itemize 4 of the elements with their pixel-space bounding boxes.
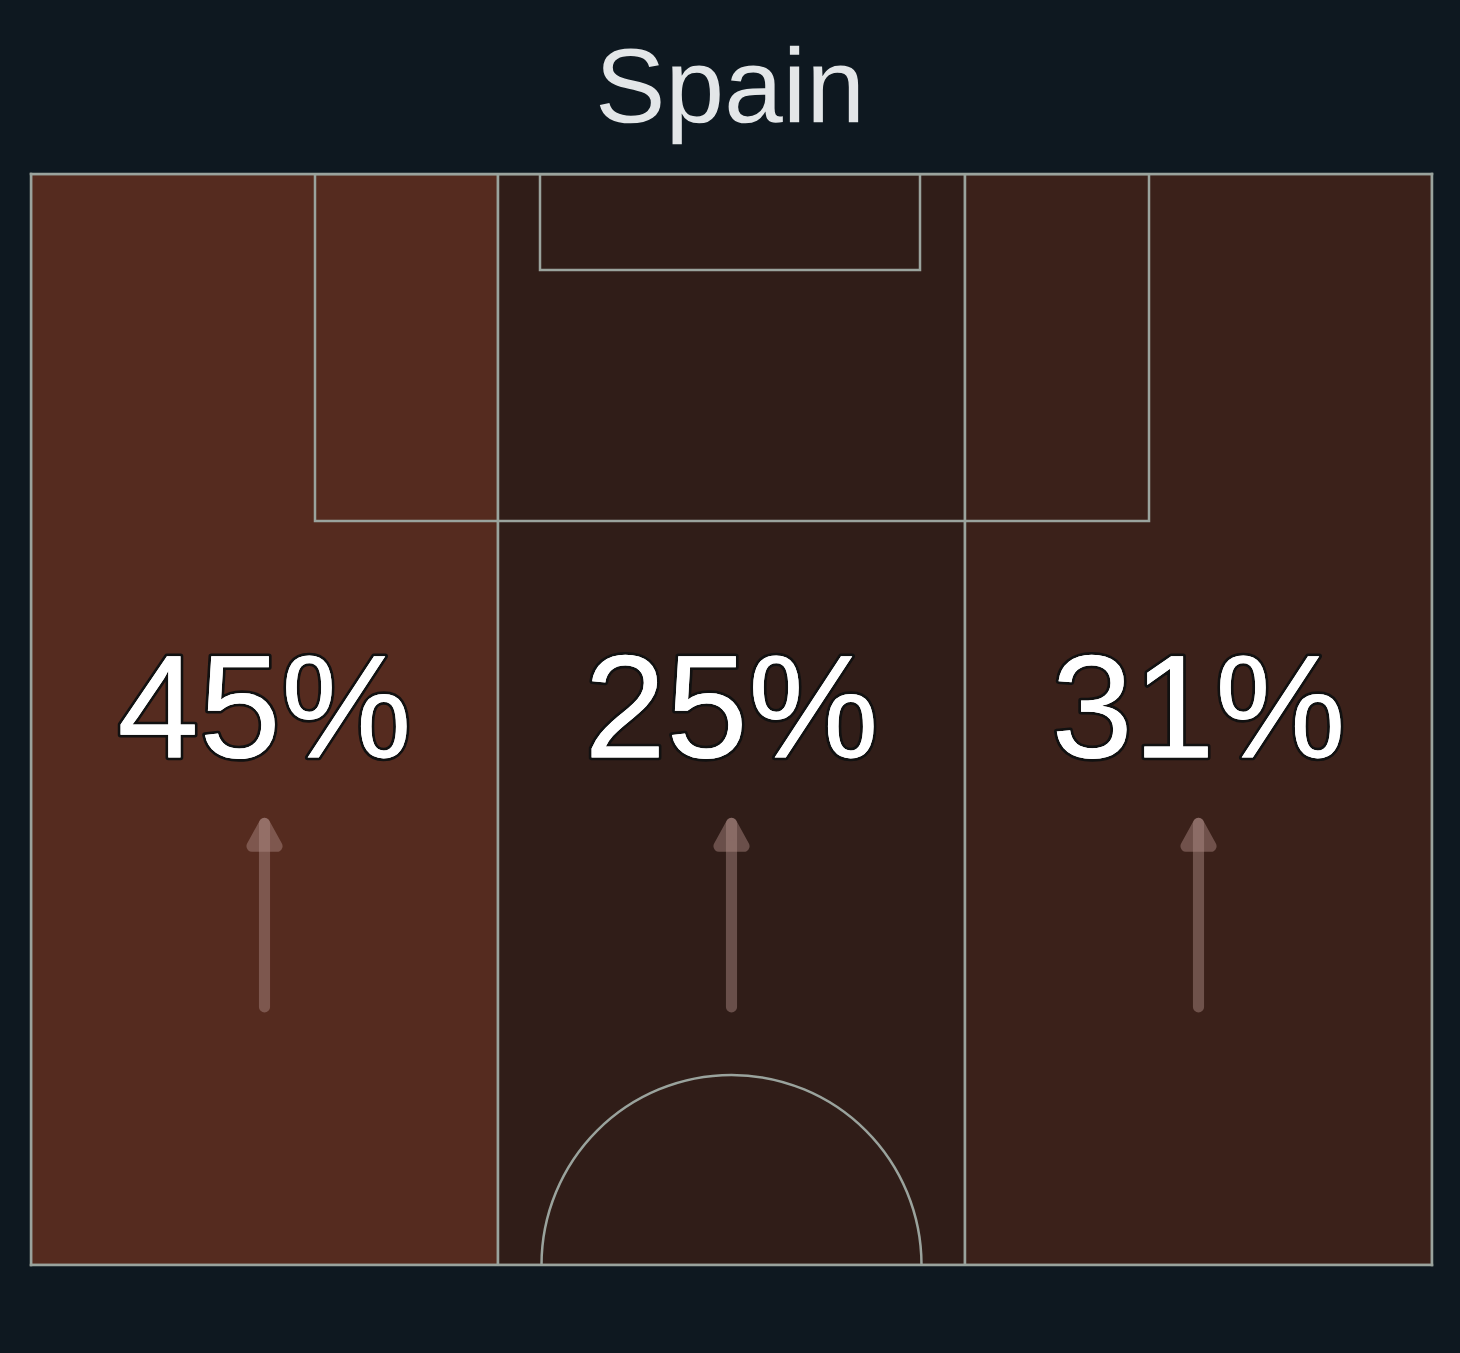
data-label: 25% [591, 654, 874, 760]
data-label: 45% [120, 655, 407, 760]
text: Spain [599, 45, 859, 145]
data-label: 31% [1056, 654, 1341, 760]
